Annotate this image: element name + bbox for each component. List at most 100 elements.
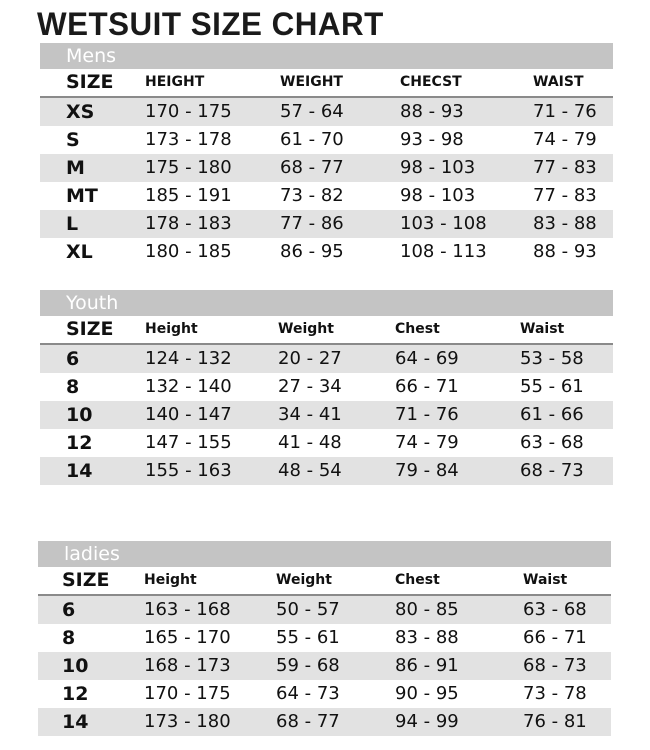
size-cell: 14 <box>62 711 89 733</box>
measurement-cell: 77 - 83 <box>533 157 597 178</box>
measurement-cell: 185 - 191 <box>145 185 232 206</box>
size-cell: S <box>66 129 80 151</box>
section-label: Mens <box>40 43 613 69</box>
column-header: Waist <box>523 572 568 588</box>
measurement-cell: 68 - 77 <box>276 711 340 732</box>
column-header: WAIST <box>533 74 584 90</box>
measurement-cell: 61 - 66 <box>520 404 584 425</box>
measurement-cell: 173 - 180 <box>144 711 231 732</box>
table-row: 12 147 - 155 41 - 48 74 - 79 63 - 68 <box>40 429 613 457</box>
measurement-cell: 98 - 103 <box>400 185 476 206</box>
column-header: Chest <box>395 321 440 337</box>
table-row: 10 140 - 147 34 - 41 71 - 76 61 - 66 <box>40 401 613 429</box>
size-cell: 12 <box>62 683 89 705</box>
measurement-cell: 108 - 113 <box>400 241 487 262</box>
measurement-cell: 80 - 85 <box>395 599 459 620</box>
size-cell: XS <box>66 101 95 123</box>
section-label: ladies <box>38 541 611 567</box>
measurement-cell: 55 - 61 <box>276 627 340 648</box>
size-cell: 10 <box>62 655 89 677</box>
measurement-cell: 86 - 91 <box>395 655 459 676</box>
measurement-cell: 90 - 95 <box>395 683 459 704</box>
size-cell: 6 <box>66 348 80 370</box>
measurement-cell: 79 - 84 <box>395 460 459 481</box>
measurement-cell: 34 - 41 <box>278 404 342 425</box>
table-row: 8 165 - 170 55 - 61 83 - 88 66 - 71 <box>38 624 611 652</box>
column-header: Height <box>144 572 197 588</box>
measurement-cell: 86 - 95 <box>280 241 344 262</box>
measurement-cell: 168 - 173 <box>144 655 231 676</box>
size-cell: MT <box>66 185 98 207</box>
measurement-cell: 53 - 58 <box>520 348 584 369</box>
measurement-cell: 103 - 108 <box>400 213 487 234</box>
column-header: Weight <box>276 572 332 588</box>
page-title: WETSUIT SIZE CHART <box>37 6 384 42</box>
measurement-cell: 71 - 76 <box>533 101 597 122</box>
measurement-cell: 76 - 81 <box>523 711 587 732</box>
ladies-size-table: ladies SIZE Height Weight Chest Waist 6 163 - 1… <box>38 541 611 736</box>
column-header: Weight <box>278 321 334 337</box>
column-header: SIZE <box>66 318 114 340</box>
measurement-cell: 41 - 48 <box>278 432 342 453</box>
table-header-row: SIZE HEIGHT WEIGHT CHECST WAIST <box>40 69 613 98</box>
column-header: Height <box>145 321 198 337</box>
column-header: SIZE <box>62 569 110 591</box>
size-cell: XL <box>66 241 93 263</box>
column-header: Chest <box>395 572 440 588</box>
measurement-cell: 140 - 147 <box>145 404 232 425</box>
size-cell: L <box>66 213 79 235</box>
measurement-cell: 59 - 68 <box>276 655 340 676</box>
size-cell: 6 <box>62 599 76 621</box>
measurement-cell: 77 - 83 <box>533 185 597 206</box>
table-row: XS 170 - 175 57 - 64 88 - 93 71 - 76 <box>40 98 613 126</box>
column-header: HEIGHT <box>145 74 205 90</box>
column-header: CHECST <box>400 74 462 90</box>
measurement-cell: 93 - 98 <box>400 129 464 150</box>
measurement-cell: 170 - 175 <box>144 683 231 704</box>
measurement-cell: 180 - 185 <box>145 241 232 262</box>
measurement-cell: 73 - 78 <box>523 683 587 704</box>
measurement-cell: 66 - 71 <box>523 627 587 648</box>
table-row: 6 163 - 168 50 - 57 80 - 85 63 - 68 <box>38 596 611 624</box>
measurement-cell: 98 - 103 <box>400 157 476 178</box>
section-label: Youth <box>40 290 613 316</box>
measurement-cell: 165 - 170 <box>144 627 231 648</box>
measurement-cell: 155 - 163 <box>145 460 232 481</box>
mens-size-table: Mens SIZE HEIGHT WEIGHT CHECST WAIST XS 170 - 1… <box>40 43 613 266</box>
table-row: 14 173 - 180 68 - 77 94 - 99 76 - 81 <box>38 708 611 736</box>
size-cell: 8 <box>62 627 76 649</box>
table-header-row: SIZE Height Weight Chest Waist <box>38 567 611 596</box>
measurement-cell: 173 - 178 <box>145 129 232 150</box>
measurement-cell: 71 - 76 <box>395 404 459 425</box>
column-header: SIZE <box>66 71 114 93</box>
table-row: 10 168 - 173 59 - 68 86 - 91 68 - 73 <box>38 652 611 680</box>
measurement-cell: 163 - 168 <box>144 599 231 620</box>
measurement-cell: 66 - 71 <box>395 376 459 397</box>
measurement-cell: 64 - 69 <box>395 348 459 369</box>
measurement-cell: 88 - 93 <box>400 101 464 122</box>
measurement-cell: 64 - 73 <box>276 683 340 704</box>
table-header-row: SIZE Height Weight Chest Waist <box>40 316 613 345</box>
measurement-cell: 20 - 27 <box>278 348 342 369</box>
measurement-cell: 73 - 82 <box>280 185 344 206</box>
table-row: 12 170 - 175 64 - 73 90 - 95 73 - 78 <box>38 680 611 708</box>
measurement-cell: 83 - 88 <box>533 213 597 234</box>
size-cell: 8 <box>66 376 80 398</box>
size-cell: 14 <box>66 460 93 482</box>
size-cell: 10 <box>66 404 93 426</box>
measurement-cell: 77 - 86 <box>280 213 344 234</box>
measurement-cell: 48 - 54 <box>278 460 342 481</box>
measurement-cell: 178 - 183 <box>145 213 232 234</box>
table-row: S 173 - 178 61 - 70 93 - 98 74 - 79 <box>40 126 613 154</box>
youth-size-table: Youth SIZE Height Weight Chest Waist 6 124 - 13… <box>40 290 613 485</box>
measurement-cell: 55 - 61 <box>520 376 584 397</box>
column-header: WEIGHT <box>280 74 343 90</box>
measurement-cell: 124 - 132 <box>145 348 232 369</box>
measurement-cell: 63 - 68 <box>520 432 584 453</box>
table-row: XL 180 - 185 86 - 95 108 - 113 88 - 93 <box>40 238 613 266</box>
measurement-cell: 175 - 180 <box>145 157 232 178</box>
measurement-cell: 147 - 155 <box>145 432 232 453</box>
table-row: 6 124 - 132 20 - 27 64 - 69 53 - 58 <box>40 345 613 373</box>
table-row: 14 155 - 163 48 - 54 79 - 84 68 - 73 <box>40 457 613 485</box>
measurement-cell: 57 - 64 <box>280 101 344 122</box>
